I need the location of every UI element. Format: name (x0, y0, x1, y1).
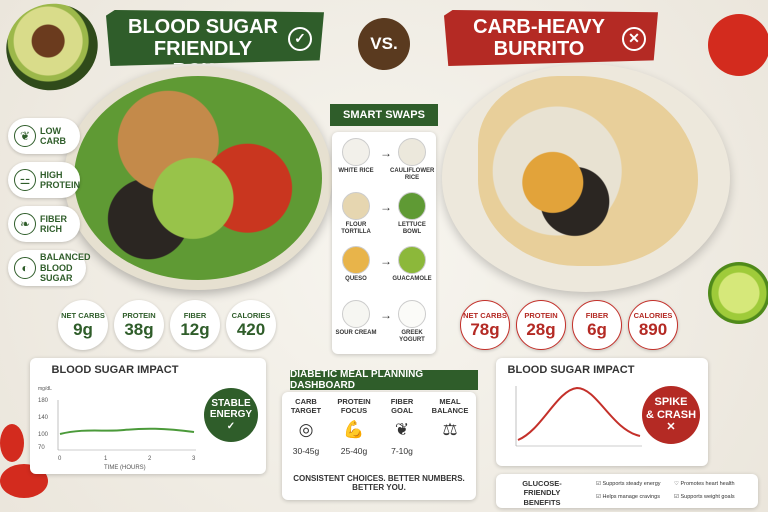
burrito-stat-calories: CALORIES 890 (628, 300, 678, 350)
vs-badge: VS. (358, 18, 410, 70)
check-icon: ☑ (674, 494, 681, 500)
x-icon: ✕ (666, 421, 676, 434)
spike-glucose-line (517, 386, 641, 441)
cauliflower-rice-icon (398, 138, 426, 166)
burrito-title-line1: CARB-HEAVY (473, 16, 605, 38)
burrito-title-line2: BURRITO (493, 38, 585, 60)
arrow-right-icon: → (380, 146, 392, 160)
y-tick-label: 100 (38, 432, 49, 438)
burrito-stat-fiber: FIBER 6g (572, 300, 622, 350)
pepper-slice-image (0, 424, 24, 462)
x-circle-icon: ✕ (622, 27, 646, 51)
salad-bowl-image (64, 66, 332, 290)
bowl-stat-calories: CALORIES 420 (226, 300, 276, 350)
scale-icon: ⚖ (442, 420, 458, 439)
dashboard-meal-balance: MEAL BALANCE ⚖ (426, 397, 474, 446)
smart-swaps-panel: WHITE RICE → CAULIFLOWER RICE FLOUR TORTI… (332, 132, 436, 354)
bowl-title-line2: FRIENDLY BOWL (153, 38, 253, 66)
benefit-item: ☑ Supports weight goals (674, 494, 735, 500)
dashboard-carb-target: CARB TARGET ◎ 30-45g (282, 397, 330, 456)
stable-energy-badge: STABLE ENERGY ✓ (204, 388, 258, 442)
x-tick-label: 0 (58, 456, 62, 462)
stable-glucose-line (59, 427, 195, 435)
x-tick-label: 2 (148, 456, 152, 462)
drop-icon: ◐ (14, 257, 36, 279)
arrow-right-icon: → (380, 308, 392, 322)
dashboard-fiber-goal: FIBER GOAL ❦ 7-10g (378, 397, 426, 456)
swap-row: FLOUR TORTILLA → LETTUCE BOWL (332, 188, 436, 242)
burrito-plate-image (442, 64, 730, 292)
queso-icon (342, 246, 370, 274)
bowl-title-line1: BLOOD SUGAR (128, 16, 278, 38)
tortilla-icon (342, 192, 370, 220)
greek-yogurt-icon (398, 300, 426, 328)
burrito-title-banner: CARB-HEAVY BURRITO ✕ (444, 10, 658, 66)
arrow-right-icon: → (380, 254, 392, 268)
target-icon: ◎ (298, 420, 314, 439)
spike-crash-badge: SPIKE & CRASH ✕ (642, 386, 700, 444)
tomato-image (708, 14, 768, 76)
glucose-benefits-panel: GLUCOSE-FRIENDLY BENEFITS ☑ Supports stea… (496, 474, 758, 508)
y-unit-label: mg/dL (38, 386, 52, 392)
guacamole-icon (398, 246, 426, 274)
attribute-tag-balanced-blood-sugar: ◐ BALANCED BLOOD SUGAR (8, 250, 91, 286)
x-axis-label: TIME (HOURS) (104, 465, 146, 471)
benefit-item: ☑ Helps manage cravings (596, 494, 660, 500)
bowl-blood-sugar-panel: BLOOD SUGAR IMPACT mg/dL 180 140 100 70 … (30, 358, 266, 474)
leaf-icon: ❦ (14, 125, 36, 147)
bowl-stat-net-carbs: NET CARBS 9g (58, 300, 108, 350)
y-tick-label: 140 (38, 415, 49, 421)
white-rice-icon (342, 138, 370, 166)
y-tick-label: 180 (38, 398, 49, 404)
fiber-icon: ❧ (14, 213, 36, 235)
smart-swaps-title: SMART SWAPS (330, 104, 438, 126)
bowl-stat-fiber: FIBER 12g (170, 300, 220, 350)
bowl-chart-title: BLOOD SUGAR IMPACT (51, 364, 179, 376)
attribute-tag-low-carb: ❦ LOW CARB (8, 118, 80, 154)
check-icon: ☑ (596, 494, 603, 500)
lime-image (708, 262, 768, 324)
dumbbell-icon: ⚍ (14, 169, 36, 191)
swap-row: SOUR CREAM → GREEK YOGURT (332, 296, 436, 350)
bowl-stat-protein: PROTEIN 38g (114, 300, 164, 350)
dashboard-title: DIABETIC MEAL PLANNING DASHBOARD (290, 369, 478, 391)
heart-icon: ♡ (674, 481, 681, 487)
burrito-chart-title: BLOOD SUGAR IMPACT (507, 364, 635, 376)
sour-cream-icon (342, 300, 370, 328)
swap-row: WHITE RICE → CAULIFLOWER RICE (332, 134, 436, 188)
dashboard-footer: CONSISTENT CHOICES. BETTER NUMBERS. BETT… (293, 474, 465, 492)
x-tick-label: 3 (192, 456, 196, 462)
arrow-right-icon: → (380, 200, 392, 214)
y-tick-label: 70 (38, 445, 45, 451)
benefit-item: ♡ Promotes heart health (674, 481, 735, 487)
x-tick-label: 1 (104, 456, 108, 462)
meal-planning-dashboard: CARB TARGET ◎ 30-45g PROTEIN FOCUS 💪 25-40… (282, 392, 476, 500)
burrito-image (478, 76, 698, 266)
attribute-tag-fiber-rich: ❧ FIBER RICH (8, 206, 80, 242)
check-icon: ✓ (226, 420, 236, 432)
muscle-icon: 💪 (343, 420, 365, 439)
attribute-tag-high-protein: ⚍ HIGH PROTEIN (8, 162, 80, 198)
swap-row: QUESO → GUACAMOLE (332, 242, 436, 296)
dashboard-protein-focus: PROTEIN FOCUS 💪 25-40g (330, 397, 378, 456)
burrito-stat-protein: PROTEIN 28g (516, 300, 566, 350)
lettuce-icon (398, 192, 426, 220)
sprout-icon: ❦ (394, 420, 410, 439)
burrito-stat-net-carbs: NET CARBS 78g (460, 300, 510, 350)
burrito-blood-sugar-chart (515, 386, 642, 447)
check-circle-icon: ✓ (288, 27, 312, 51)
benefit-item: ☑ Supports steady energy (596, 481, 661, 487)
bowl-blood-sugar-chart: mg/dL 180 140 100 70 0 1 2 3 TIME (HOURS… (38, 386, 196, 471)
check-icon: ☑ (596, 481, 603, 487)
bowl-title-banner: BLOOD SUGAR FRIENDLY BOWL ✓ (106, 10, 324, 66)
